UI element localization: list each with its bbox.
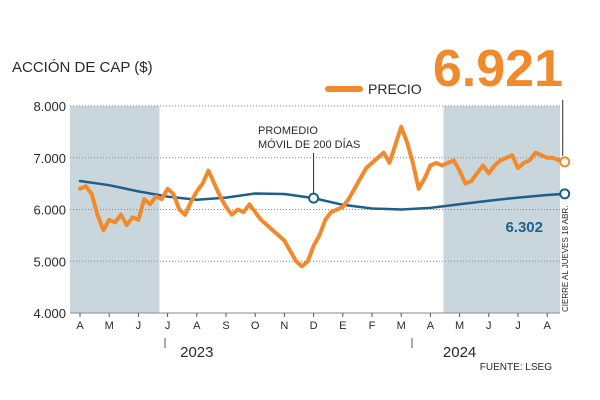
ma-annotation-line1: PROMEDIO	[258, 125, 318, 137]
shaded-regions	[70, 106, 560, 313]
y-tick-label-3: 5.000	[33, 254, 66, 269]
chart-title: ACCIÓN DE CAP ($)	[12, 59, 153, 76]
y-tick-label-2: 6.000	[33, 203, 66, 218]
x-tick-label-16: A	[544, 320, 552, 332]
gridlines	[70, 105, 560, 314]
x-tick-label-2: J	[136, 320, 142, 332]
y-tick-label-0: 8.000	[33, 99, 66, 114]
x-tick-label-15: J	[515, 320, 521, 332]
x-tick-label-0: A	[76, 320, 84, 332]
x-tick-label-13: M	[455, 320, 464, 332]
x-tick-label-5: S	[222, 320, 229, 332]
y-tick-label-4: 4.000	[33, 306, 66, 321]
ma-annotation-line2: MÓVIL DE 200 DÍAS	[258, 138, 360, 151]
price-last-marker	[559, 156, 571, 168]
year-label-0: 2023	[180, 344, 213, 361]
last-ma-value: 6.302	[505, 219, 543, 236]
shaded-region-0	[70, 106, 160, 313]
y-tick-label-1: 7.000	[33, 151, 66, 166]
shaded-region-1	[443, 106, 560, 313]
x-tick-label-6: O	[251, 320, 260, 332]
ma-annotation-marker	[308, 192, 320, 204]
x-axis-ticks: A M J J A S O N D E F M A M J J A 2023 2024	[76, 313, 552, 361]
x-tick-label-4: A	[193, 320, 201, 332]
x-tick-label-9: E	[339, 320, 346, 332]
x-tick-label-7: N	[280, 320, 288, 332]
x-tick-label-11: M	[397, 320, 406, 332]
x-tick-label-10: F	[369, 320, 376, 332]
x-tick-label-1: M	[105, 320, 114, 332]
last-price-value: 6.921	[433, 40, 563, 98]
year-label-1: 2024	[443, 344, 476, 361]
x-tick-label-14: J	[486, 320, 492, 332]
x-tick-label-8: D	[310, 320, 318, 332]
source-note: FUENTE: LSEG	[480, 362, 552, 373]
legend-price-label: PRECIO	[368, 81, 422, 97]
x-tick-label-3: J	[165, 320, 171, 332]
x-tick-label-12: A	[427, 320, 435, 332]
ma-last-marker	[559, 188, 571, 200]
closing-note: CIERRE AL JUEVES 18 ABR.	[561, 206, 570, 312]
price-line	[78, 124, 567, 269]
y-axis-ticks: 8.000 7.000 6.000 5.000 4.000	[33, 99, 66, 321]
series	[78, 124, 571, 269]
